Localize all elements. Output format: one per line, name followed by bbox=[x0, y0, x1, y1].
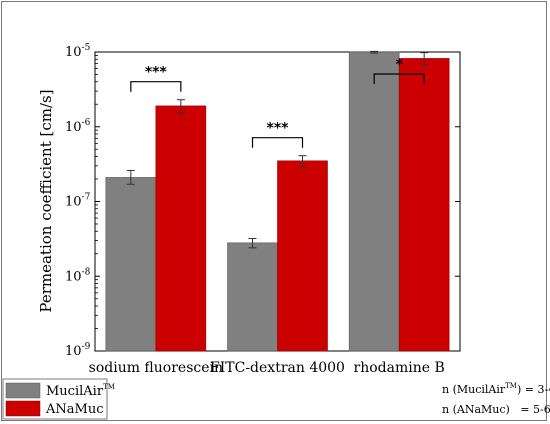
legend: MucilAirTM ANaMuc bbox=[2, 378, 115, 420]
x-tick-label: sodium fluorescein bbox=[89, 360, 223, 376]
bar bbox=[105, 177, 157, 352]
y-tick-label: 10-6 bbox=[65, 118, 91, 135]
legend-border bbox=[2, 378, 108, 420]
bar bbox=[277, 160, 328, 352]
bar bbox=[155, 105, 207, 352]
bar bbox=[398, 58, 450, 352]
x-tick-label: rhodamine B bbox=[354, 360, 445, 376]
significance-bracket bbox=[373, 73, 425, 84]
significance-bracket bbox=[251, 137, 304, 148]
significance-label: *** bbox=[145, 65, 168, 81]
x-tick-label: FITC-dextran 4000 bbox=[210, 360, 345, 376]
y-tick-label: 10-9 bbox=[65, 342, 91, 359]
y-tick-label: 10-8 bbox=[65, 267, 91, 284]
legend-label-mucilair: MucilAirTM bbox=[46, 383, 115, 399]
y-tick-label: 10-7 bbox=[65, 193, 91, 210]
bar bbox=[227, 242, 278, 352]
significance-label: * bbox=[396, 57, 404, 73]
n-mucilair-note: n (MucilAirTM) = 3-4 bbox=[442, 382, 550, 396]
legend-swatch-anamuc bbox=[5, 400, 41, 417]
significance-label: *** bbox=[267, 121, 290, 137]
y-axis-label: Permeation coefficient [cm/s] bbox=[37, 89, 55, 312]
y-tick-label: 10-5 bbox=[65, 43, 91, 60]
bar bbox=[348, 51, 400, 352]
n-anamuc-note: n (ANaMuc) = 5-6 bbox=[442, 403, 550, 416]
significance-bracket bbox=[130, 81, 182, 92]
legend-label-anamuc: ANaMuc bbox=[45, 402, 103, 417]
legend-swatch-mucilair bbox=[5, 382, 41, 399]
